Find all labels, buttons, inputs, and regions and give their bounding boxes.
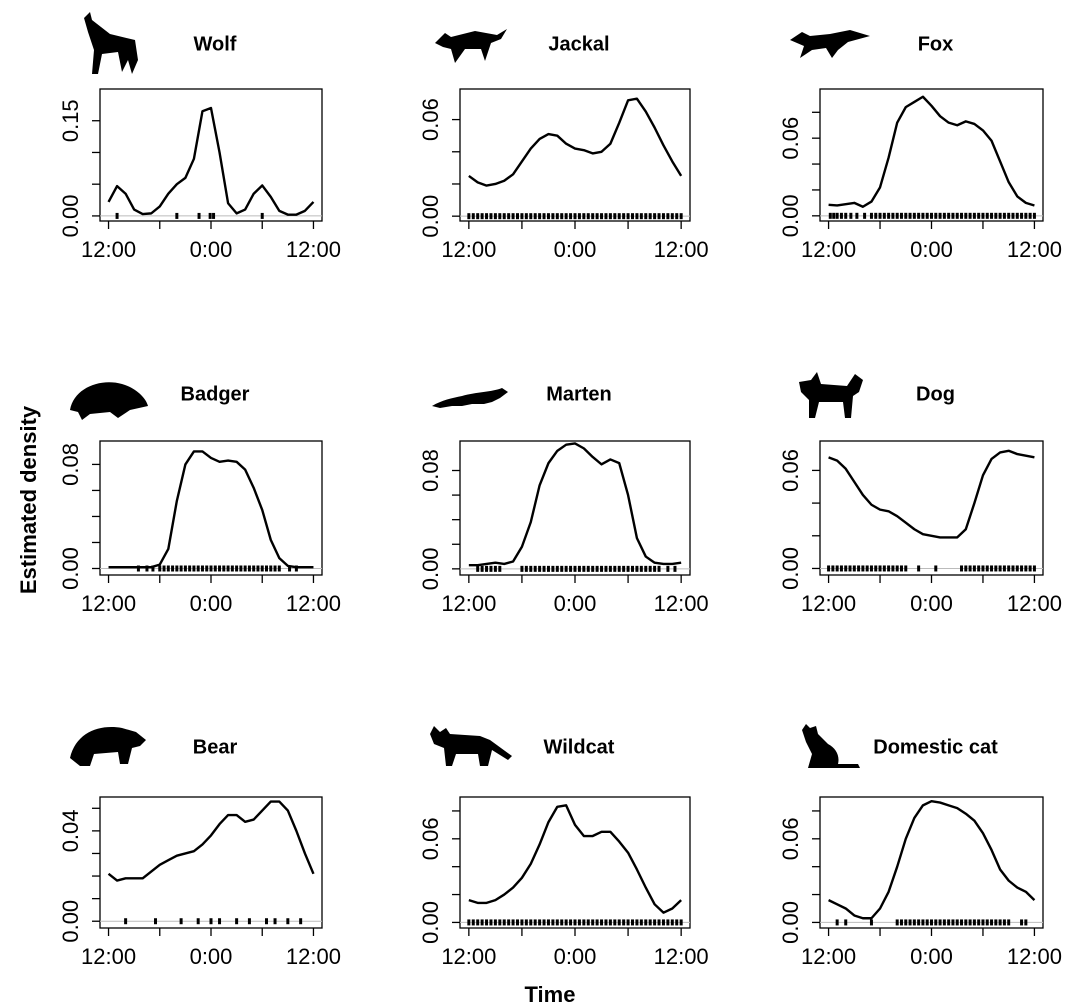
cat-icon bbox=[802, 724, 860, 768]
density-line bbox=[468, 97, 683, 187]
x-tick-label: 12:00 bbox=[81, 944, 136, 969]
y-tick-label: 0.00 bbox=[418, 195, 443, 238]
density-line bbox=[468, 442, 682, 567]
y-tick-label: 0.00 bbox=[58, 900, 83, 943]
dog-icon bbox=[799, 372, 863, 418]
y-tick-label: 0.15 bbox=[58, 99, 83, 142]
x-tick-label: 0:00 bbox=[910, 237, 953, 262]
y-tick-label: 0.08 bbox=[58, 443, 83, 486]
x-tick-label: 12:00 bbox=[81, 237, 136, 262]
x-tick-label: 12:00 bbox=[441, 591, 496, 616]
y-tick-label: 0.00 bbox=[418, 547, 443, 590]
density-line bbox=[828, 449, 1035, 539]
y-tick-label: 0.06 bbox=[418, 98, 443, 141]
plot-frame bbox=[459, 440, 691, 576]
x-tick-label: 12:00 bbox=[1007, 591, 1062, 616]
bear-icon bbox=[70, 727, 146, 766]
x-tick-label: 12:00 bbox=[286, 237, 341, 262]
plot-frame bbox=[459, 796, 691, 929]
x-tick-label: 0:00 bbox=[554, 944, 597, 969]
x-tick-label: 0:00 bbox=[910, 944, 953, 969]
marten-icon bbox=[432, 388, 508, 408]
y-tick-label: 0.00 bbox=[778, 194, 803, 237]
x-tick-label: 12:00 bbox=[801, 237, 856, 262]
x-tick-label: 12:00 bbox=[441, 237, 496, 262]
density-line bbox=[468, 804, 682, 914]
y-tick-label: 0.06 bbox=[778, 117, 803, 160]
density-line bbox=[828, 95, 1035, 208]
badger-icon bbox=[70, 382, 148, 420]
plot-frame bbox=[819, 88, 1044, 222]
y-tick-label: 0.00 bbox=[58, 195, 83, 238]
y-tick-label: 0.06 bbox=[418, 817, 443, 860]
animal-icons bbox=[70, 12, 870, 768]
panel-title: Dog bbox=[916, 383, 955, 405]
x-tick-label: 12:00 bbox=[286, 944, 341, 969]
x-axis-label: Time bbox=[525, 982, 576, 1007]
plot-frame bbox=[819, 440, 1044, 576]
x-tick-label: 12:00 bbox=[441, 944, 496, 969]
x-tick-label: 0:00 bbox=[190, 944, 233, 969]
fox-icon bbox=[790, 30, 870, 58]
y-tick-label: 0.00 bbox=[778, 901, 803, 944]
x-tick-label: 12:00 bbox=[286, 591, 341, 616]
panel-title: Jackal bbox=[548, 33, 609, 55]
y-tick-label: 0.06 bbox=[778, 817, 803, 860]
jackal-icon bbox=[435, 29, 507, 63]
wolf-icon bbox=[84, 12, 138, 74]
plot-frame bbox=[819, 796, 1044, 929]
y-tick-label: 0.00 bbox=[58, 547, 83, 590]
density-line bbox=[107, 106, 315, 216]
panel-title: Domestic cat bbox=[873, 736, 998, 758]
x-tick-label: 0:00 bbox=[190, 237, 233, 262]
panel-title: Fox bbox=[918, 33, 954, 55]
density-line bbox=[108, 450, 314, 569]
x-tick-label: 12:00 bbox=[1007, 944, 1062, 969]
x-tick-label: 12:00 bbox=[81, 591, 136, 616]
y-tick-label: 0.00 bbox=[778, 547, 803, 590]
panel-title: Wildcat bbox=[544, 736, 615, 758]
x-tick-label: 12:00 bbox=[801, 944, 856, 969]
wildcat-icon bbox=[430, 726, 512, 766]
density-line bbox=[828, 799, 1036, 920]
x-tick-label: 0:00 bbox=[554, 237, 597, 262]
x-tick-label: 0:00 bbox=[910, 591, 953, 616]
x-tick-label: 0:00 bbox=[554, 591, 597, 616]
panel-title: Marten bbox=[546, 383, 612, 405]
panel-title: Wolf bbox=[194, 33, 237, 55]
density-line bbox=[107, 800, 315, 882]
y-tick-label: 0.06 bbox=[778, 449, 803, 492]
plot-frame bbox=[99, 796, 323, 929]
panel-title: Badger bbox=[181, 383, 250, 405]
y-axis-label: Estimated density bbox=[16, 405, 41, 594]
x-tick-label: 12:00 bbox=[801, 591, 856, 616]
x-tick-label: 0:00 bbox=[190, 591, 233, 616]
x-tick-label: 12:00 bbox=[1007, 237, 1062, 262]
plot-frame bbox=[459, 88, 691, 222]
x-tick-label: 12:00 bbox=[654, 591, 709, 616]
x-tick-label: 12:00 bbox=[654, 237, 709, 262]
y-tick-label: 0.00 bbox=[418, 901, 443, 944]
y-tick-label: 0.08 bbox=[418, 449, 443, 492]
y-tick-label: 0.04 bbox=[58, 809, 83, 852]
x-tick-label: 12:00 bbox=[654, 944, 709, 969]
plot-frame bbox=[99, 440, 323, 576]
panel-title: Bear bbox=[193, 736, 238, 758]
